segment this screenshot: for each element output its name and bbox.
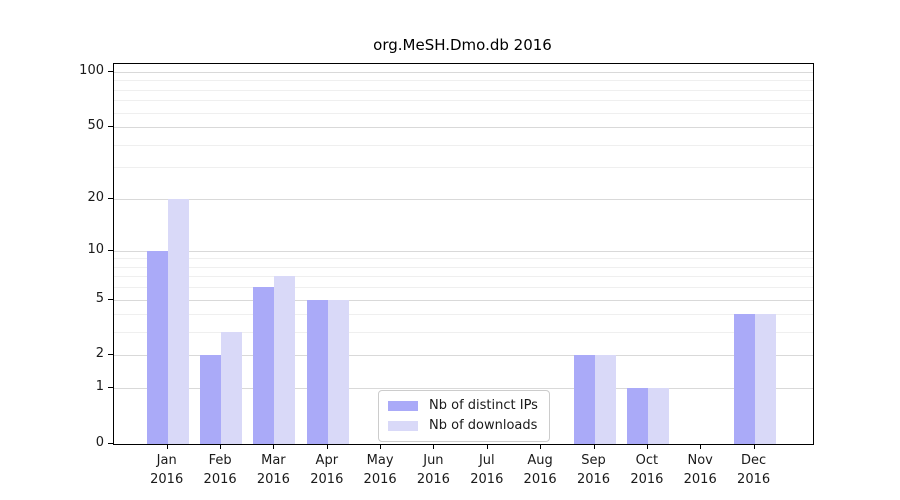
y-tick-mark-2 (108, 354, 113, 356)
legend-entry-distinct-ips: Nb of distinct IPs (388, 398, 538, 414)
legend: Nb of distinct IPs Nb of downloads (378, 390, 550, 442)
x-tick-label-mar: Mar 2016 (256, 453, 290, 487)
gridline-minor-6 (114, 287, 813, 289)
gridline-minor-4 (114, 314, 813, 316)
x-tick-label-oct: Oct 2016 (630, 453, 664, 487)
gridline-major-50 (114, 127, 813, 129)
x-tick-mark-dec (753, 444, 755, 449)
y-tick-label-20: 20 (87, 189, 104, 205)
y-tick-label-50: 50 (87, 118, 104, 134)
gridline-minor-80 (114, 89, 813, 91)
gridline-major-100 (114, 72, 813, 73)
bar-distinct-ips-apr (306, 299, 328, 444)
x-tick-label-nov: Nov 2016 (683, 453, 717, 487)
gridline-major-1 (114, 388, 813, 390)
x-tick-label-sep: Sep 2016 (576, 453, 611, 487)
x-tick-label-jan: Jan 2016 (150, 453, 184, 487)
x-tick-mark-sep (593, 444, 595, 449)
x-tick-mark-aug (540, 444, 542, 449)
x-tick-mark-jan (166, 444, 168, 449)
y-tick-label-0: 0 (95, 435, 104, 450)
x-tick-mark-apr (326, 444, 328, 449)
bar-distinct-ips-oct (626, 388, 648, 444)
gridline-major-20 (114, 198, 813, 200)
chart-title: org.MeSH.Dmo.db 2016 (373, 36, 552, 54)
x-tick-label-jun: Jun 2016 (416, 453, 450, 487)
y-tick-label-10: 10 (87, 241, 104, 257)
plot-area: Nb of distinct IPs Nb of downloads (113, 63, 814, 445)
legend-label-distinct-ips: Nb of distinct IPs (429, 398, 538, 413)
y-tick-mark-10 (108, 249, 113, 251)
x-tick-label-dec: Dec 2016 (737, 453, 771, 487)
y-tick-label-100: 100 (79, 63, 104, 78)
bar-distinct-ips-dec (733, 314, 755, 444)
bar-downloads-apr (327, 299, 349, 444)
gridlines-layer (114, 64, 813, 444)
gridline-minor-90 (114, 80, 813, 82)
legend-label-downloads: Nb of downloads (429, 418, 538, 433)
gridline-minor-30 (114, 167, 813, 169)
bar-distinct-ips-feb (200, 355, 222, 444)
gridline-minor-60 (114, 112, 813, 114)
x-tick-mark-oct (646, 444, 648, 449)
x-tick-label-feb: Feb 2016 (203, 453, 237, 487)
y-tick-mark-1 (108, 387, 113, 389)
x-tick-mark-jun (433, 444, 435, 449)
bar-downloads-mar (274, 276, 296, 444)
bar-distinct-ips-jan (146, 250, 168, 444)
x-tick-label-apr: Apr 2016 (310, 453, 344, 487)
gridline-major-5 (114, 299, 813, 301)
bar-downloads-jan (167, 198, 189, 444)
gridline-major-2 (114, 355, 813, 357)
bar-downloads-oct (647, 388, 669, 444)
x-tick-mark-may (380, 444, 382, 449)
gridline-minor-8 (114, 266, 813, 268)
bar-downloads-dec (754, 314, 776, 444)
y-tick-mark-50 (108, 126, 113, 128)
x-tick-label-jul: Jul 2016 (470, 453, 504, 487)
legend-swatch-distinct-ips (388, 401, 418, 411)
gridline-minor-3 (114, 332, 813, 334)
bar-downloads-sep (594, 355, 616, 444)
x-tick-mark-feb (220, 444, 222, 449)
bar-distinct-ips-mar (253, 287, 275, 444)
y-tick-mark-20 (108, 197, 113, 199)
legend-entry-downloads: Nb of downloads (388, 418, 538, 434)
bar-distinct-ips-sep (573, 355, 595, 444)
bar-downloads-feb (221, 332, 243, 444)
y-tick-mark-100 (108, 71, 113, 72)
y-tick-mark-5 (108, 298, 113, 300)
x-tick-mark-jul (486, 444, 488, 449)
gridline-minor-70 (114, 100, 813, 102)
y-tick-label-5: 5 (95, 290, 104, 306)
gridline-minor-40 (114, 144, 813, 146)
gridline-minor-7 (114, 276, 813, 278)
y-tick-mark-0 (108, 443, 113, 444)
x-tick-mark-nov (700, 444, 702, 449)
x-tick-mark-mar (273, 444, 275, 449)
x-tick-label-may: May 2016 (363, 453, 397, 487)
gridline-minor-9 (114, 258, 813, 260)
y-tick-label-1: 1 (95, 379, 104, 395)
legend-swatch-downloads (388, 421, 418, 431)
bars-layer (114, 64, 813, 444)
y-tick-label-2: 2 (95, 346, 104, 362)
x-tick-label-aug: Aug 2016 (523, 453, 557, 487)
gridline-major-10 (114, 250, 813, 252)
